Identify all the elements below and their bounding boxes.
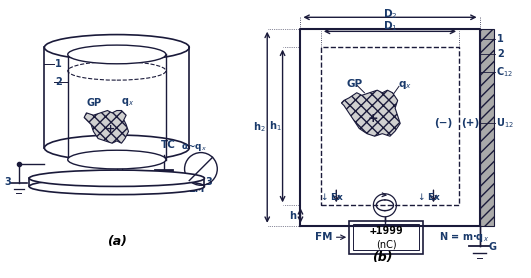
Text: +: + — [106, 124, 116, 134]
Text: h: h — [289, 210, 296, 220]
Text: α~q$_x$: α~q$_x$ — [181, 142, 207, 153]
Text: h$_1$: h$_1$ — [269, 119, 281, 133]
Text: +1999: +1999 — [369, 226, 403, 236]
Text: (nC): (nC) — [376, 240, 397, 250]
Text: h$_2$: h$_2$ — [253, 120, 266, 134]
Text: 1: 1 — [498, 34, 504, 44]
Text: C$_{12}$: C$_{12}$ — [496, 65, 513, 79]
Text: $\downarrow$Ex: $\downarrow$Ex — [319, 191, 344, 202]
Text: GP: GP — [347, 79, 363, 89]
Ellipse shape — [68, 45, 166, 64]
Text: 2: 2 — [55, 78, 62, 88]
Bar — [353, 224, 419, 250]
Ellipse shape — [29, 178, 204, 195]
Text: EM: EM — [188, 184, 204, 194]
Text: 1: 1 — [55, 59, 62, 69]
Text: TC: TC — [161, 140, 176, 150]
Text: FM: FM — [315, 232, 332, 242]
Text: U$_{12}$: U$_{12}$ — [496, 116, 514, 130]
Text: 3: 3 — [205, 177, 212, 187]
Text: N = m·q$_x$: N = m·q$_x$ — [439, 230, 489, 244]
Text: +: + — [118, 167, 127, 177]
Ellipse shape — [68, 150, 166, 169]
Text: 3: 3 — [5, 177, 12, 187]
Text: (a): (a) — [107, 235, 127, 248]
Text: $\downarrow$Ex: $\downarrow$Ex — [416, 191, 441, 202]
Text: q$_x$: q$_x$ — [122, 96, 135, 108]
Text: (b): (b) — [372, 251, 392, 264]
Polygon shape — [341, 90, 400, 136]
Bar — [349, 221, 423, 254]
Text: −: − — [101, 165, 112, 178]
Text: GP: GP — [87, 98, 101, 108]
Text: D$_1$: D$_1$ — [383, 19, 397, 33]
Text: +: + — [368, 112, 379, 125]
Text: q$_x$: q$_x$ — [398, 79, 412, 91]
Bar — [479, 29, 494, 226]
Text: (+): (+) — [461, 118, 479, 128]
Text: G: G — [489, 242, 496, 252]
Text: 2: 2 — [498, 49, 504, 59]
Text: D$_2$: D$_2$ — [383, 7, 397, 21]
Ellipse shape — [29, 170, 204, 187]
Text: (−): (−) — [434, 118, 453, 128]
Polygon shape — [84, 111, 129, 143]
